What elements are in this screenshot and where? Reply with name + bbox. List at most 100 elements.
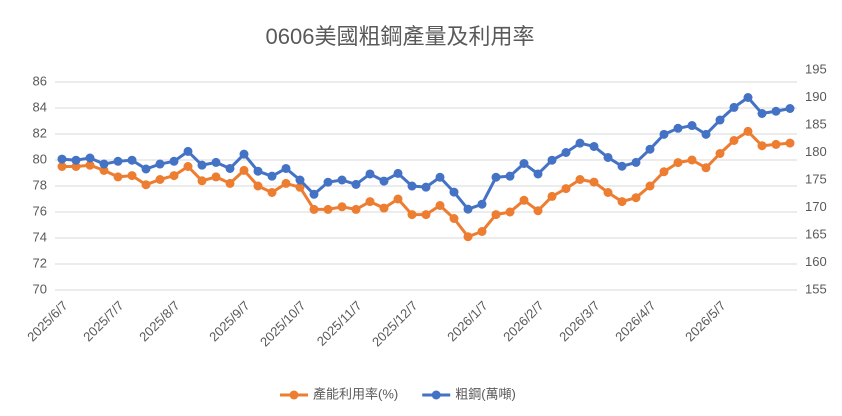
x-tick-label: 2026/2/7 <box>500 298 546 344</box>
point <box>477 199 487 209</box>
y2-tick-label: 155 <box>805 281 827 296</box>
point <box>127 155 137 165</box>
x-tick-label: 2025/12/7 <box>369 298 421 350</box>
point <box>323 177 333 187</box>
point <box>309 189 319 199</box>
point <box>701 129 711 139</box>
point <box>99 165 109 175</box>
point <box>57 154 67 164</box>
point <box>435 172 445 182</box>
x-tick-label: 2025/8/7 <box>136 298 182 344</box>
point <box>743 93 753 102</box>
point <box>617 161 627 171</box>
point <box>561 184 571 194</box>
x-tick-label: 2026/5/7 <box>682 298 728 344</box>
point <box>57 162 67 171</box>
point <box>785 104 795 113</box>
point <box>85 153 95 163</box>
point <box>603 152 613 162</box>
point <box>379 203 389 213</box>
point <box>631 157 641 167</box>
x-tick-label: 2025/11/7 <box>314 298 365 349</box>
point <box>337 175 347 185</box>
x-tick-label: 2026/3/7 <box>556 298 602 344</box>
point <box>393 168 403 178</box>
y2-tick-label: 185 <box>805 116 827 131</box>
point <box>687 121 697 131</box>
point <box>435 201 445 210</box>
y2-tick-label: 175 <box>805 171 827 186</box>
point <box>113 172 123 182</box>
point <box>183 162 193 171</box>
y2-tick-label: 170 <box>805 199 827 214</box>
point <box>169 156 179 166</box>
point <box>533 206 543 216</box>
x-tick-label: 2026/1/7 <box>444 298 490 344</box>
y-tick-label: 82 <box>33 125 47 140</box>
point <box>71 162 81 171</box>
point <box>757 108 767 118</box>
point <box>197 160 207 170</box>
y-tick-label: 72 <box>33 255 47 270</box>
point <box>659 167 669 177</box>
legend-label: 產能利用率(%) <box>313 386 398 401</box>
point <box>169 171 179 181</box>
point <box>155 175 165 184</box>
point <box>449 214 459 223</box>
point <box>351 179 361 189</box>
y2-tick-label: 195 <box>805 61 827 76</box>
point <box>519 159 529 168</box>
point <box>659 129 669 139</box>
point <box>239 149 249 159</box>
point <box>393 194 403 204</box>
y2-tick-label: 160 <box>805 254 827 269</box>
point <box>757 141 767 151</box>
point <box>589 141 599 151</box>
point <box>155 159 165 169</box>
point <box>505 171 515 181</box>
y-tick-label: 74 <box>33 229 47 244</box>
point <box>351 204 361 214</box>
point <box>365 169 375 179</box>
point <box>701 163 711 173</box>
point <box>477 227 487 236</box>
point <box>225 178 235 188</box>
point <box>673 158 683 168</box>
point <box>267 171 277 181</box>
point <box>603 188 613 197</box>
point <box>729 136 739 145</box>
x-tick-label: 2026/4/7 <box>612 298 658 344</box>
point <box>505 207 515 217</box>
y-tick-label: 76 <box>33 203 47 218</box>
point <box>113 156 123 166</box>
point <box>631 193 641 203</box>
point <box>715 149 725 158</box>
y-tick-label: 70 <box>33 281 47 296</box>
point <box>491 210 501 220</box>
point <box>449 187 459 197</box>
legend-label: 粗鋼(萬噸) <box>455 386 516 401</box>
point <box>71 155 81 165</box>
point <box>421 182 431 192</box>
point <box>141 180 151 190</box>
point <box>561 148 571 157</box>
point <box>463 232 473 242</box>
point <box>337 202 347 212</box>
point <box>407 181 417 191</box>
point <box>575 175 585 184</box>
chart-title: 0606美國粗鋼產量及利用率 <box>266 24 535 49</box>
legend-marker <box>431 390 441 400</box>
point <box>197 176 207 186</box>
point <box>785 138 795 148</box>
x-tick-label: 2025/6/7 <box>24 298 70 344</box>
point <box>575 138 585 148</box>
point <box>295 175 305 185</box>
point <box>281 178 291 188</box>
point <box>323 204 333 214</box>
point <box>379 176 389 186</box>
point <box>211 157 221 167</box>
point <box>421 210 431 220</box>
point <box>743 126 753 136</box>
point <box>519 195 529 205</box>
